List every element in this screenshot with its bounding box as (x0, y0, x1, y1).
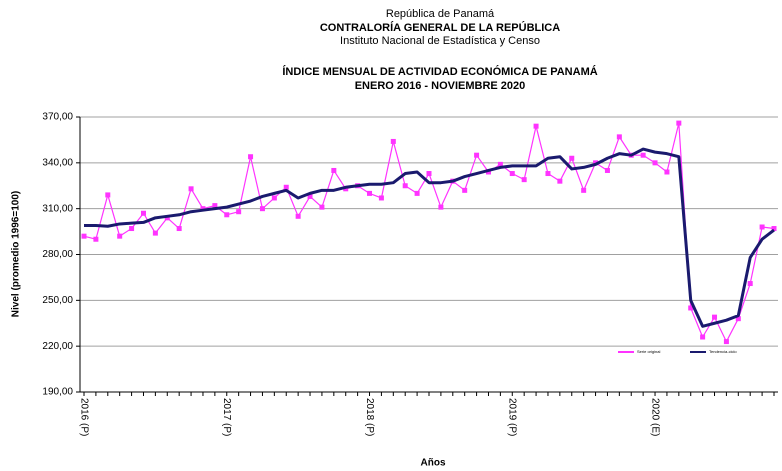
data-point (414, 190, 420, 196)
data-point (259, 206, 265, 212)
data-point (640, 152, 646, 158)
data-point (664, 169, 670, 175)
data-point (569, 155, 575, 161)
data-point (509, 171, 515, 177)
legend-label: Serie original (637, 349, 660, 354)
data-point (212, 203, 218, 209)
data-point (676, 120, 682, 126)
data-point (236, 209, 242, 215)
data-point (712, 314, 718, 320)
data-point (188, 186, 194, 192)
data-point (759, 224, 765, 230)
data-point (248, 154, 254, 160)
data-point (176, 226, 182, 232)
data-point (474, 152, 480, 158)
data-point (390, 138, 396, 144)
x-tick-label: 2018 (P) (364, 398, 375, 436)
data-point (295, 213, 301, 219)
data-point (604, 167, 610, 173)
x-axis-label: Años (421, 458, 446, 469)
data-point (652, 160, 658, 166)
data-point (497, 161, 503, 167)
data-point (426, 171, 432, 177)
y-tick-label: 250,00 (42, 295, 73, 306)
legend-label: Tendencia-ciclo (709, 349, 737, 354)
data-point (747, 281, 753, 287)
data-point (367, 190, 373, 196)
data-point (140, 210, 146, 216)
data-point (581, 187, 587, 193)
data-point (152, 230, 158, 236)
data-point (700, 334, 706, 340)
data-point (545, 171, 551, 177)
data-point (462, 187, 468, 193)
data-point (319, 204, 325, 210)
header-line: Instituto Nacional de Estadística y Cens… (340, 35, 540, 47)
data-point (533, 123, 539, 129)
x-tick-label: 2017 (P) (221, 398, 232, 436)
chart-subtitle: ENERO 2016 - NOVIEMBRE 2020 (355, 80, 526, 92)
data-point (200, 206, 206, 212)
data-point (105, 192, 111, 198)
series-line (84, 147, 775, 328)
x-tick-label: 2016 (P) (78, 398, 89, 436)
data-point (771, 226, 777, 232)
header-line: CONTRALORÍA GENERAL DE LA REPÚBLICA (320, 21, 560, 34)
data-point (378, 195, 384, 201)
data-point (331, 167, 337, 173)
y-tick-label: 280,00 (42, 249, 73, 260)
data-point (402, 183, 408, 189)
data-point (283, 184, 289, 190)
data-point (271, 195, 277, 201)
y-tick-label: 310,00 (42, 203, 73, 214)
y-axis-label: Nivel (promedio 1996=100) (11, 191, 22, 317)
data-point (557, 178, 563, 184)
data-point (688, 305, 694, 311)
y-tick-label: 220,00 (42, 341, 73, 352)
header-line: República de Panamá (386, 8, 495, 20)
y-tick-label: 370,00 (42, 112, 73, 123)
data-point (164, 215, 170, 221)
data-point (735, 316, 741, 322)
data-point (723, 339, 729, 345)
y-tick-label: 340,00 (42, 157, 73, 168)
data-point (616, 134, 622, 140)
data-point (224, 212, 230, 218)
data-point (93, 236, 99, 242)
data-point (438, 204, 444, 210)
x-tick-label: 2020 (E) (649, 398, 660, 436)
data-point (117, 233, 123, 239)
x-tick-label: 2019 (P) (507, 398, 518, 436)
data-point (81, 233, 87, 239)
y-tick-label: 190,00 (42, 387, 73, 398)
data-point (307, 193, 313, 199)
data-point (521, 177, 527, 183)
data-point (129, 226, 135, 232)
chart-title: ÍNDICE MENSUAL DE ACTIVIDAD ECONÓMICA DE… (282, 65, 597, 78)
